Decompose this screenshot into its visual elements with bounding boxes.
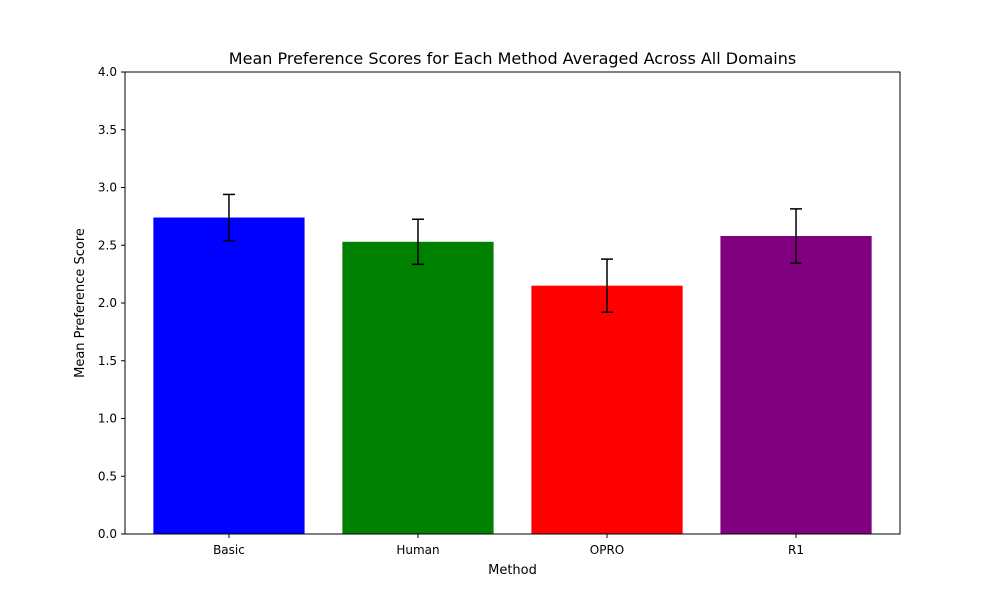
y-tick-label: 2.5 xyxy=(98,238,117,252)
error-bar-opro xyxy=(601,258,614,313)
y-tick-label: 3.0 xyxy=(98,181,117,195)
x-axis-ticks: Basic Human OPRO R1 xyxy=(213,534,804,557)
chart-title: Mean Preference Scores for Each Method A… xyxy=(229,49,796,68)
x-tick-label-r1: R1 xyxy=(788,543,804,557)
x-tick-label-opro: OPRO xyxy=(590,543,624,557)
x-axis-label: Method xyxy=(488,563,537,578)
y-axis-label: Mean Preference Score xyxy=(73,228,88,378)
bar-human xyxy=(342,241,494,534)
error-bar-human xyxy=(411,218,424,266)
bars-group xyxy=(153,217,872,534)
x-tick-label-basic: Basic xyxy=(213,543,245,557)
y-tick-label: 3.5 xyxy=(98,123,117,137)
x-tick-label-human: Human xyxy=(396,543,439,557)
y-tick-label: 4.0 xyxy=(98,65,117,79)
bar-basic xyxy=(153,217,305,534)
y-axis-ticks: 0.0 0.5 1.0 1.5 2.0 2.5 3.0 3.5 4.0 xyxy=(98,65,125,541)
error-bar-r1 xyxy=(790,208,803,264)
y-tick-label: 2.0 xyxy=(98,296,117,310)
y-tick-label: 0.5 xyxy=(98,469,117,483)
error-bar-basic xyxy=(222,193,235,242)
bar-r1 xyxy=(720,236,872,534)
y-tick-label: 0.0 xyxy=(98,527,117,541)
y-tick-label: 1.0 xyxy=(98,412,117,426)
y-tick-label: 1.5 xyxy=(98,354,117,368)
bar-opro xyxy=(531,285,683,534)
error-bars-group xyxy=(222,193,803,313)
